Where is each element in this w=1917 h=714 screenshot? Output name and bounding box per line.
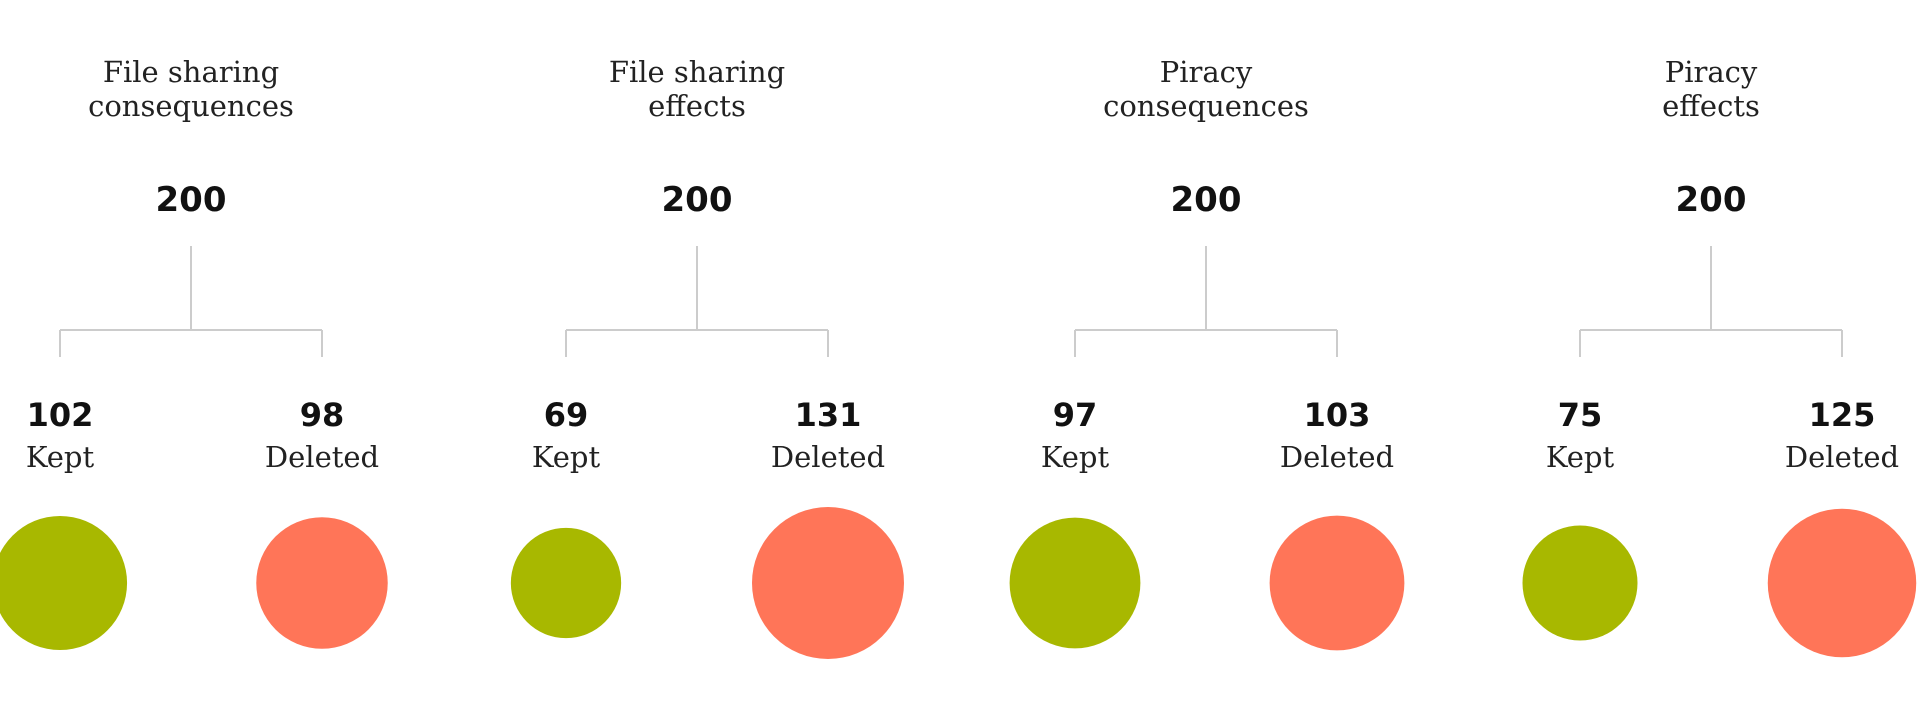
kept-count: 97 <box>1052 396 1098 434</box>
deleted-circle <box>1269 515 1405 651</box>
group-title: Piracy effects <box>1662 55 1760 123</box>
deleted-count: 125 <box>1808 396 1876 434</box>
group-title: File sharing effects <box>608 55 786 123</box>
deleted-circle <box>256 517 388 649</box>
deleted-label: Deleted <box>770 440 886 474</box>
deleted-label: Deleted <box>1784 440 1900 474</box>
group-total: 200 <box>155 180 227 220</box>
deleted-circle <box>752 507 904 659</box>
deleted-label: Deleted <box>1279 440 1395 474</box>
deleted-count: 131 <box>794 396 862 434</box>
deleted-label: Deleted <box>264 440 380 474</box>
group-title: File sharing consequences <box>88 55 294 123</box>
kept-count: 69 <box>543 396 589 434</box>
kept-label: Kept <box>1040 440 1110 474</box>
group-title: Piracy consequences <box>1103 55 1309 123</box>
kept-label: Kept <box>531 440 601 474</box>
deleted-count: 103 <box>1303 396 1371 434</box>
kept-count: 102 <box>26 396 94 434</box>
kept-label: Kept <box>1545 440 1615 474</box>
deleted-count: 98 <box>299 396 345 434</box>
kept-circle <box>1009 517 1141 649</box>
group-total: 200 <box>1170 180 1242 220</box>
kept-circle <box>1522 525 1638 641</box>
kept-circle <box>0 515 128 651</box>
deleted-circle <box>1767 508 1917 658</box>
group-total: 200 <box>661 180 733 220</box>
group-total: 200 <box>1675 180 1747 220</box>
kept-count: 75 <box>1557 396 1603 434</box>
kept-circle <box>510 527 622 639</box>
kept-label: Kept <box>25 440 95 474</box>
